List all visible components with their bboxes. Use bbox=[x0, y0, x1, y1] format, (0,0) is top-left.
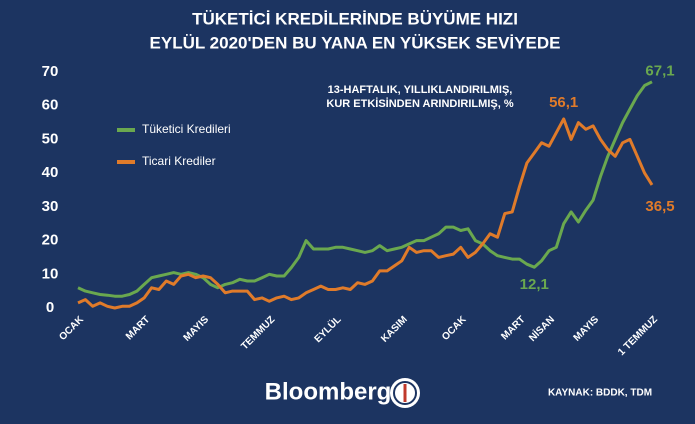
annotation: KUR ETKİSİNDEN ARINDIRILMIŞ, % bbox=[326, 97, 513, 110]
chart-title: TÜKETİCİ KREDİLERİNDE BÜYÜME HIZI bbox=[192, 9, 518, 28]
y-tick-label: 30 bbox=[42, 198, 59, 215]
data-label: 36,5 bbox=[645, 198, 674, 215]
brand-logo bbox=[390, 378, 420, 408]
y-tick-label: 60 bbox=[42, 97, 59, 114]
y-tick-label: 40 bbox=[42, 164, 59, 181]
y-tick-label: 20 bbox=[42, 232, 59, 249]
legend-label: Ticari Krediler bbox=[142, 154, 216, 168]
source: KAYNAK: BDDK, TDM bbox=[548, 388, 652, 399]
y-tick-label: 50 bbox=[42, 130, 59, 147]
chart-title: EYLÜL 2020'DEN BU YANA EN YÜKSEK SEVİYED… bbox=[150, 33, 561, 52]
data-label: 12,1 bbox=[520, 276, 549, 293]
brand: Bloomberg bbox=[265, 378, 392, 405]
data-label: 56,1 bbox=[549, 94, 578, 111]
series-line bbox=[77, 80, 653, 298]
y-tick-label: 0 bbox=[46, 299, 54, 316]
legend-label: Tüketici Kredileri bbox=[142, 122, 231, 136]
y-tick-label: 70 bbox=[42, 63, 59, 80]
series-line bbox=[77, 117, 654, 310]
annotation: 13-HAFTALIK, YILLIKLANDIRILMIŞ, bbox=[328, 84, 513, 96]
data-label: 67,1 bbox=[645, 63, 674, 80]
y-tick-label: 10 bbox=[42, 265, 59, 282]
